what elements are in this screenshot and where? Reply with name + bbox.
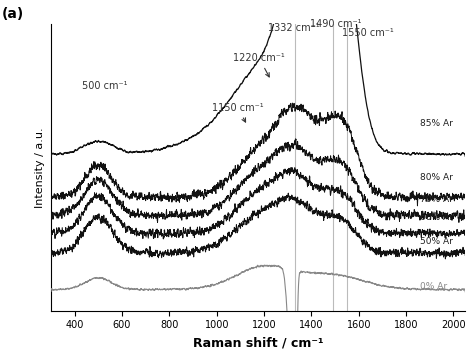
Text: 500 cm⁻¹: 500 cm⁻¹	[82, 82, 128, 91]
Text: (a): (a)	[1, 7, 24, 21]
Text: 60% Ar: 60% Ar	[420, 213, 453, 222]
X-axis label: Raman shift / cm⁻¹: Raman shift / cm⁻¹	[193, 336, 323, 349]
Text: 0% Ar: 0% Ar	[420, 282, 447, 292]
Text: 70% Ar: 70% Ar	[420, 195, 453, 204]
Text: 85% Ar: 85% Ar	[420, 119, 453, 128]
Text: 80% Ar: 80% Ar	[420, 173, 453, 182]
Text: 1150 cm⁻¹: 1150 cm⁻¹	[212, 103, 264, 122]
Text: 1220 cm⁻¹: 1220 cm⁻¹	[233, 53, 285, 77]
Text: 1550 cm⁻¹: 1550 cm⁻¹	[342, 28, 394, 38]
Text: 1332 cm⁻¹: 1332 cm⁻¹	[268, 23, 319, 33]
Text: 1490 cm⁻¹: 1490 cm⁻¹	[310, 19, 362, 29]
Y-axis label: Intensity / a.u.: Intensity / a.u.	[36, 127, 46, 208]
Text: 50% Ar: 50% Ar	[420, 237, 453, 246]
